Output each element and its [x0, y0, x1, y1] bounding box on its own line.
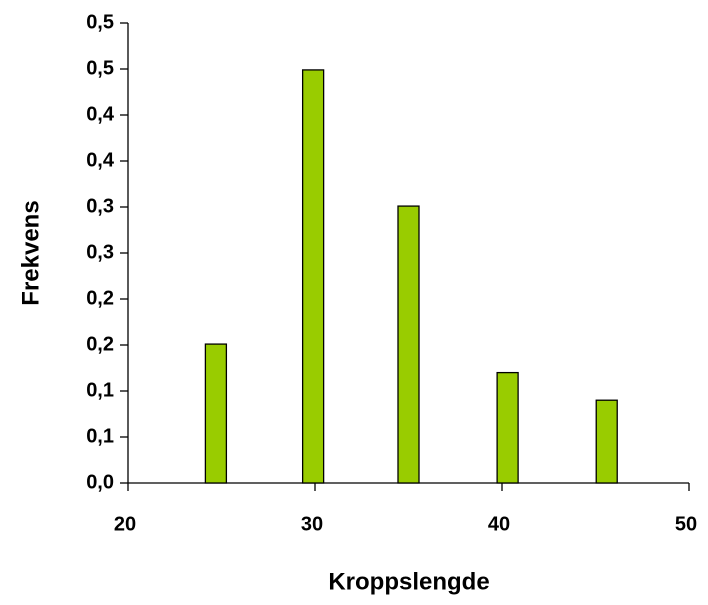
bar [496, 371, 519, 484]
y-axis-label: Frekvens [17, 200, 44, 305]
y-tick-label: 0,3 [86, 195, 114, 217]
y-tick-label: 0,5 [86, 11, 114, 33]
bar [301, 69, 325, 484]
y-tick-label: 0,3 [86, 241, 114, 263]
x-tick-label: 40 [488, 513, 510, 535]
y-tick-label: 0,2 [86, 287, 114, 309]
x-axis-label: Kroppslengde [328, 568, 489, 595]
x-tick-label: 20 [114, 513, 136, 535]
bar [595, 399, 618, 484]
y-tick-label: 0,0 [86, 471, 114, 493]
y-tick-label: 0,4 [86, 149, 115, 171]
y-tick-label: 0,1 [86, 425, 114, 447]
x-tick-label: 50 [675, 513, 697, 535]
bar [397, 205, 420, 484]
y-tick-label: 0,1 [86, 379, 114, 401]
y-tick-label: 0,2 [86, 333, 114, 355]
y-tick-label: 0,5 [86, 57, 114, 79]
x-tick-label: 30 [301, 513, 323, 535]
y-tick-label: 0,4 [86, 103, 115, 125]
bar [204, 343, 228, 484]
